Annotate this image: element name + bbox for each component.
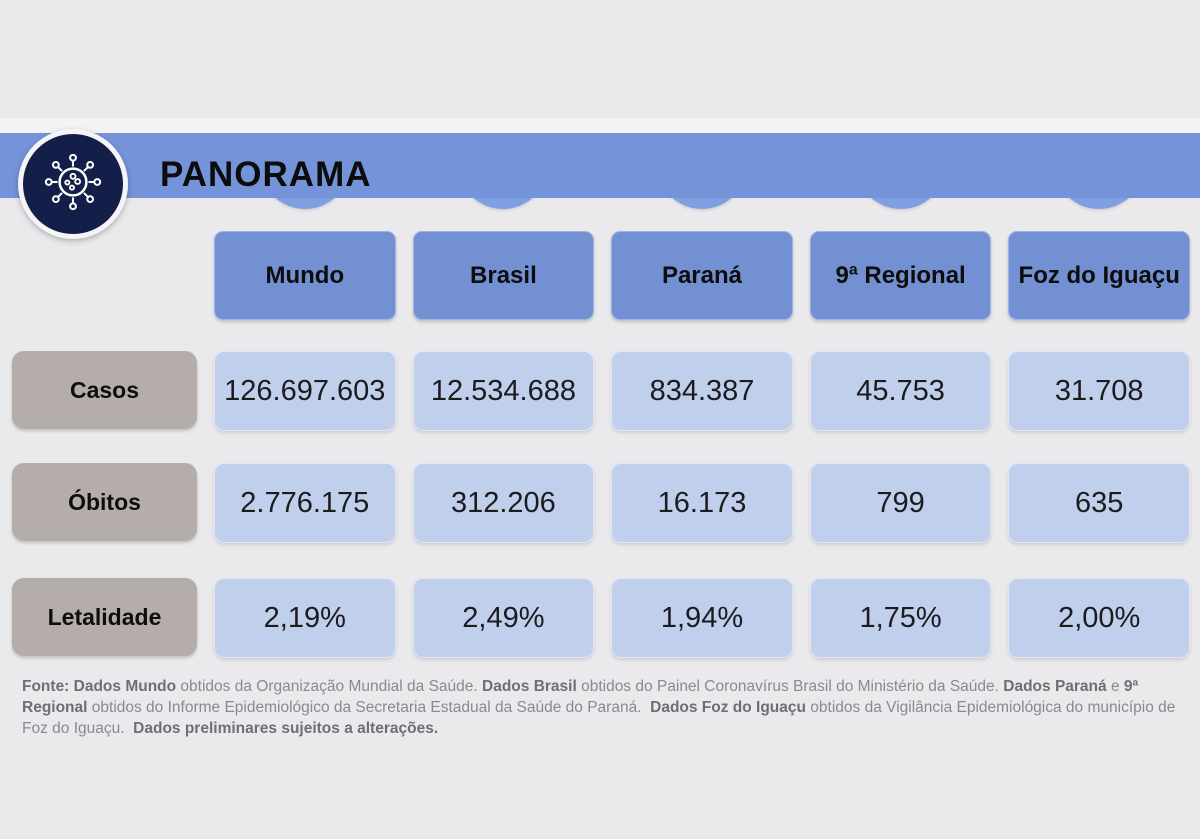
column-header-foz: Foz do Iguaçu xyxy=(1008,231,1190,320)
letalidade-regional: 1,75% xyxy=(809,578,992,658)
casos-mundo: 126.697.603 xyxy=(214,351,396,431)
column-header-brasil: Brasil xyxy=(412,231,595,320)
column-header-parana: Paraná xyxy=(611,231,793,320)
row-label-obitos: Óbitos xyxy=(12,463,197,541)
column-header-mundo: Mundo xyxy=(214,231,396,320)
table-row-casos: Casos 126.697.603 12.534.688 834.387 45.… xyxy=(0,351,1200,431)
panorama-panel: PANORAMA xyxy=(0,118,1200,739)
letalidade-foz: 2,00% xyxy=(1008,578,1190,658)
letalidade-mundo: 2,19% xyxy=(214,578,396,658)
obitos-mundo: 2.776.175 xyxy=(214,463,396,543)
casos-foz: 31.708 xyxy=(1008,351,1190,431)
obitos-regional: 799 xyxy=(809,463,992,543)
virus-badge xyxy=(18,129,128,239)
header-bar: PANORAMA xyxy=(0,129,1200,239)
virus-icon xyxy=(40,149,106,220)
letalidade-brasil: 2,49% xyxy=(412,578,595,658)
casos-regional: 45.753 xyxy=(809,351,992,431)
column-header-row: Mundo Brasil Paraná 9ª Regional Foz do I… xyxy=(0,231,1200,320)
table-row-obitos: Óbitos 2.776.175 312.206 16.173 799 635 xyxy=(0,463,1200,543)
obitos-parana: 16.173 xyxy=(611,463,793,543)
top-strip xyxy=(0,118,1200,133)
casos-parana: 834.387 xyxy=(611,351,793,431)
page-title: PANORAMA xyxy=(160,155,372,194)
source-note: Fonte: Dados Mundo obtidos da Organizaçã… xyxy=(22,678,1180,737)
column-header-regional: 9ª Regional xyxy=(809,231,992,320)
row-label-letalidade: Letalidade xyxy=(12,578,197,656)
row-label-casos: Casos xyxy=(12,351,197,429)
obitos-brasil: 312.206 xyxy=(412,463,595,543)
table-row-letalidade: Letalidade 2,19% 2,49% 1,94% 1,75% 2,00% xyxy=(0,578,1200,658)
letalidade-parana: 1,94% xyxy=(611,578,793,658)
casos-brasil: 12.534.688 xyxy=(412,351,595,431)
obitos-foz: 635 xyxy=(1008,463,1190,543)
